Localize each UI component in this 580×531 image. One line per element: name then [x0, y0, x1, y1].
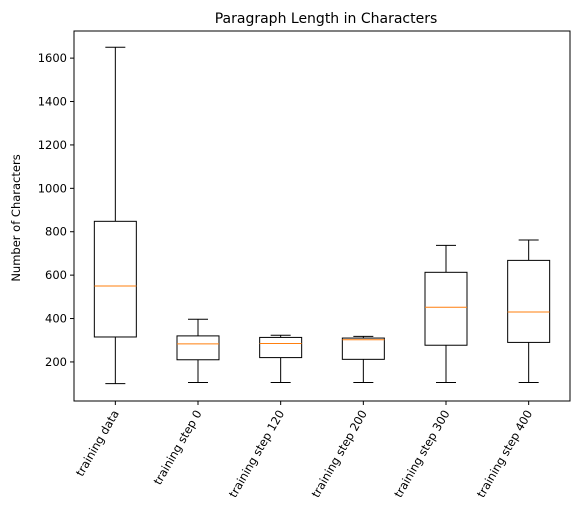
x-tick-label: training step 120	[226, 408, 287, 500]
y-tick-label: 600	[45, 268, 67, 282]
x-tick-label: training step 0	[150, 408, 204, 488]
plot-area: 200 400 600 800 1000 1200 1400 1600 training dat…	[38, 46, 551, 500]
y-tick-label: 800	[45, 225, 67, 239]
y-tick-label: 200	[45, 355, 67, 369]
box-iqr	[176, 335, 220, 361]
box-iqr	[507, 259, 551, 343]
chart-title: Paragraph Length in Characters	[215, 11, 438, 27]
y-tick-label: 1600	[38, 51, 67, 65]
y-tick-label: 400	[45, 312, 67, 326]
plot-frame	[73, 30, 571, 402]
x-tick-label: training step 400	[474, 408, 535, 500]
y-tick-label: 1400	[38, 95, 67, 109]
box-iqr	[93, 220, 137, 338]
y-tick-label: 1200	[38, 138, 67, 152]
x-tick-label: training step 300	[391, 408, 452, 500]
x-tick-label: training step 200	[308, 408, 369, 500]
box-iqr	[424, 271, 468, 346]
box-iqr	[259, 336, 303, 359]
y-axis-label: Number of Characters	[9, 154, 23, 281]
y-tick-label: 1000	[38, 181, 67, 195]
x-tick-label: training data	[73, 408, 122, 479]
box-iqr	[341, 337, 385, 360]
